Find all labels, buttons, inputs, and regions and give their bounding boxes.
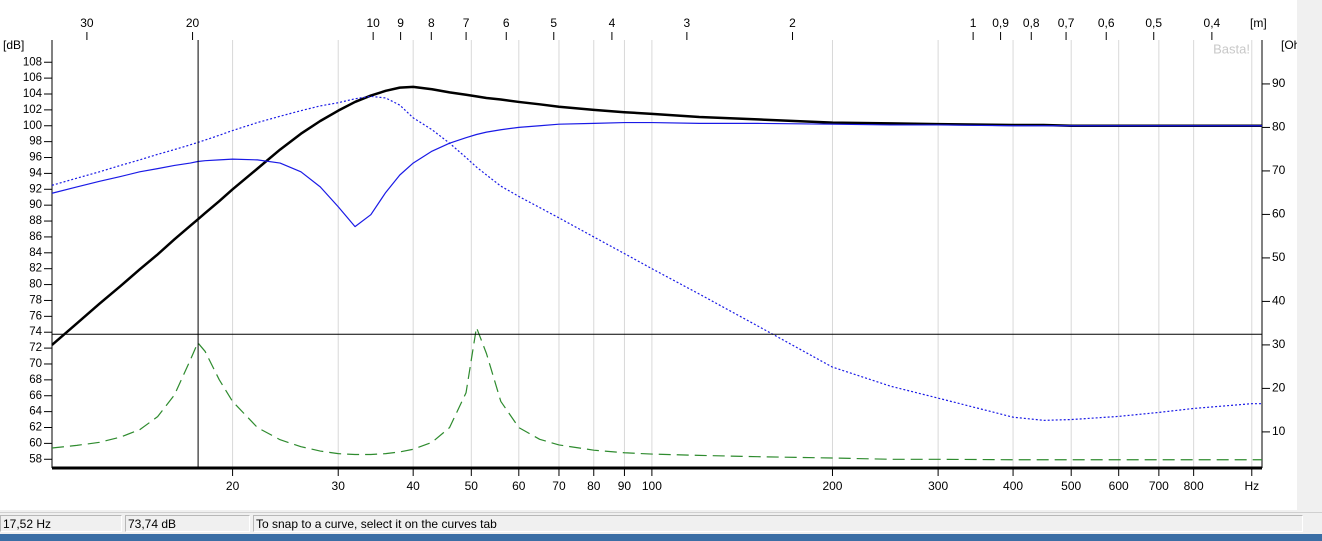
curve — [51, 121, 1262, 228]
x2-tick-label: 2 — [789, 16, 796, 30]
y-tick-label: 86 — [29, 231, 42, 243]
y-tick-label: 60 — [29, 437, 42, 449]
y-tick-label: 78 — [29, 294, 42, 306]
y2-tick-label: 50 — [1272, 250, 1286, 264]
y-tick-label: 68 — [29, 374, 42, 386]
y-tick-label: 74 — [29, 326, 42, 338]
y2-tick-label: 80 — [1272, 120, 1286, 134]
y-tick-label: 92 — [29, 183, 42, 195]
x-tick-label: 200 — [822, 479, 842, 493]
x-tick-label: 70 — [552, 479, 566, 493]
y-tick-label: 104 — [23, 88, 43, 100]
x2-tick-label: 4 — [609, 16, 616, 30]
y-tick-label: 98 — [29, 136, 42, 148]
status-bar: 17,52 Hz 73,74 dB To snap to a curve, se… — [0, 512, 1322, 535]
x2-axis-label: [m] — [1250, 16, 1267, 30]
x2-tick-label: 0,7 — [1058, 16, 1075, 30]
y-tick-label: 106 — [23, 72, 42, 84]
y-tick-label: 102 — [23, 104, 42, 116]
x-tick-label: 20 — [226, 479, 240, 493]
x-tick-label: 60 — [512, 479, 526, 493]
x-tick-label: 600 — [1109, 479, 1129, 493]
y-tick-label: 66 — [29, 390, 42, 402]
x-tick-label: 800 — [1184, 479, 1204, 493]
y-tick-label: 76 — [29, 310, 42, 322]
x-tick-label: 500 — [1061, 479, 1081, 493]
y-tick-label: 64 — [29, 406, 42, 418]
x2-tick-label: 8 — [428, 16, 435, 30]
y2-tick-label: 20 — [1272, 381, 1286, 395]
y-tick-label: 100 — [23, 120, 42, 132]
status-level: 73,74 dB — [125, 515, 250, 532]
y2-tick-label: 70 — [1272, 163, 1286, 177]
status-frequency: 17,52 Hz — [0, 515, 122, 532]
x2-tick-label: 5 — [550, 16, 557, 30]
y-tick-label: 108 — [23, 56, 42, 68]
y2-axis-label: [Ohm] — [1281, 38, 1297, 52]
x2-tick-label: 7 — [463, 16, 470, 30]
x2-tick-label: 0,9 — [992, 16, 1009, 30]
x2-tick-label: 9 — [397, 16, 404, 30]
y-tick-label: 82 — [29, 263, 42, 275]
x2-tick-label: 10 — [366, 16, 380, 30]
status-message: To snap to a curve, select it on the cur… — [253, 515, 1303, 532]
x2-tick-label: 30 — [80, 16, 94, 30]
y-tick-label: 62 — [29, 422, 42, 434]
x2-tick-label: 0,5 — [1145, 16, 1162, 30]
y-tick-label: 88 — [29, 215, 42, 227]
y2-tick-label: 90 — [1272, 76, 1286, 90]
x-tick-label: 300 — [928, 479, 948, 493]
curve — [51, 85, 1262, 346]
x2-tick-label: 0,4 — [1204, 16, 1221, 30]
x-tick-label: Hz — [1244, 479, 1259, 493]
y-tick-label: 94 — [29, 167, 42, 179]
x-tick-label: 400 — [1003, 479, 1023, 493]
curve — [51, 95, 1262, 421]
x-tick-label: 90 — [618, 479, 632, 493]
y2-tick-label: 30 — [1272, 337, 1286, 351]
y-axis-label: [dB] — [3, 38, 24, 52]
chart: Basta! [dB] [Ohm] [m] 203040506070809010… — [0, 0, 1297, 510]
y-tick-label: 70 — [29, 358, 42, 370]
y-tick-label: 90 — [29, 199, 42, 211]
y-tick-label: 96 — [29, 152, 42, 164]
x2-tick-label: 6 — [503, 16, 510, 30]
y-tick-label: 58 — [29, 453, 42, 465]
y-tick-label: 84 — [29, 247, 42, 259]
x2-tick-label: 0,8 — [1023, 16, 1040, 30]
x-tick-label: 40 — [406, 479, 420, 493]
x-tick-label: 100 — [642, 479, 662, 493]
y-tick-label: 72 — [29, 342, 42, 354]
x2-tick-label: 20 — [186, 16, 200, 30]
taskbar-strip — [0, 534, 1322, 541]
y2-tick-label: 40 — [1272, 294, 1286, 308]
y2-tick-label: 10 — [1272, 424, 1286, 438]
x-tick-label: 700 — [1149, 479, 1169, 493]
y2-tick-label: 60 — [1272, 207, 1286, 221]
curve — [51, 326, 1262, 461]
x2-tick-label: 0,6 — [1098, 16, 1115, 30]
y-tick-label: 80 — [29, 279, 42, 291]
x-tick-label: 30 — [332, 479, 346, 493]
watermark: Basta! — [1213, 41, 1250, 56]
x2-tick-label: 3 — [684, 16, 691, 30]
x-tick-label: 50 — [465, 479, 479, 493]
x-tick-label: 80 — [587, 479, 601, 493]
x2-tick-label: 1 — [970, 16, 977, 30]
